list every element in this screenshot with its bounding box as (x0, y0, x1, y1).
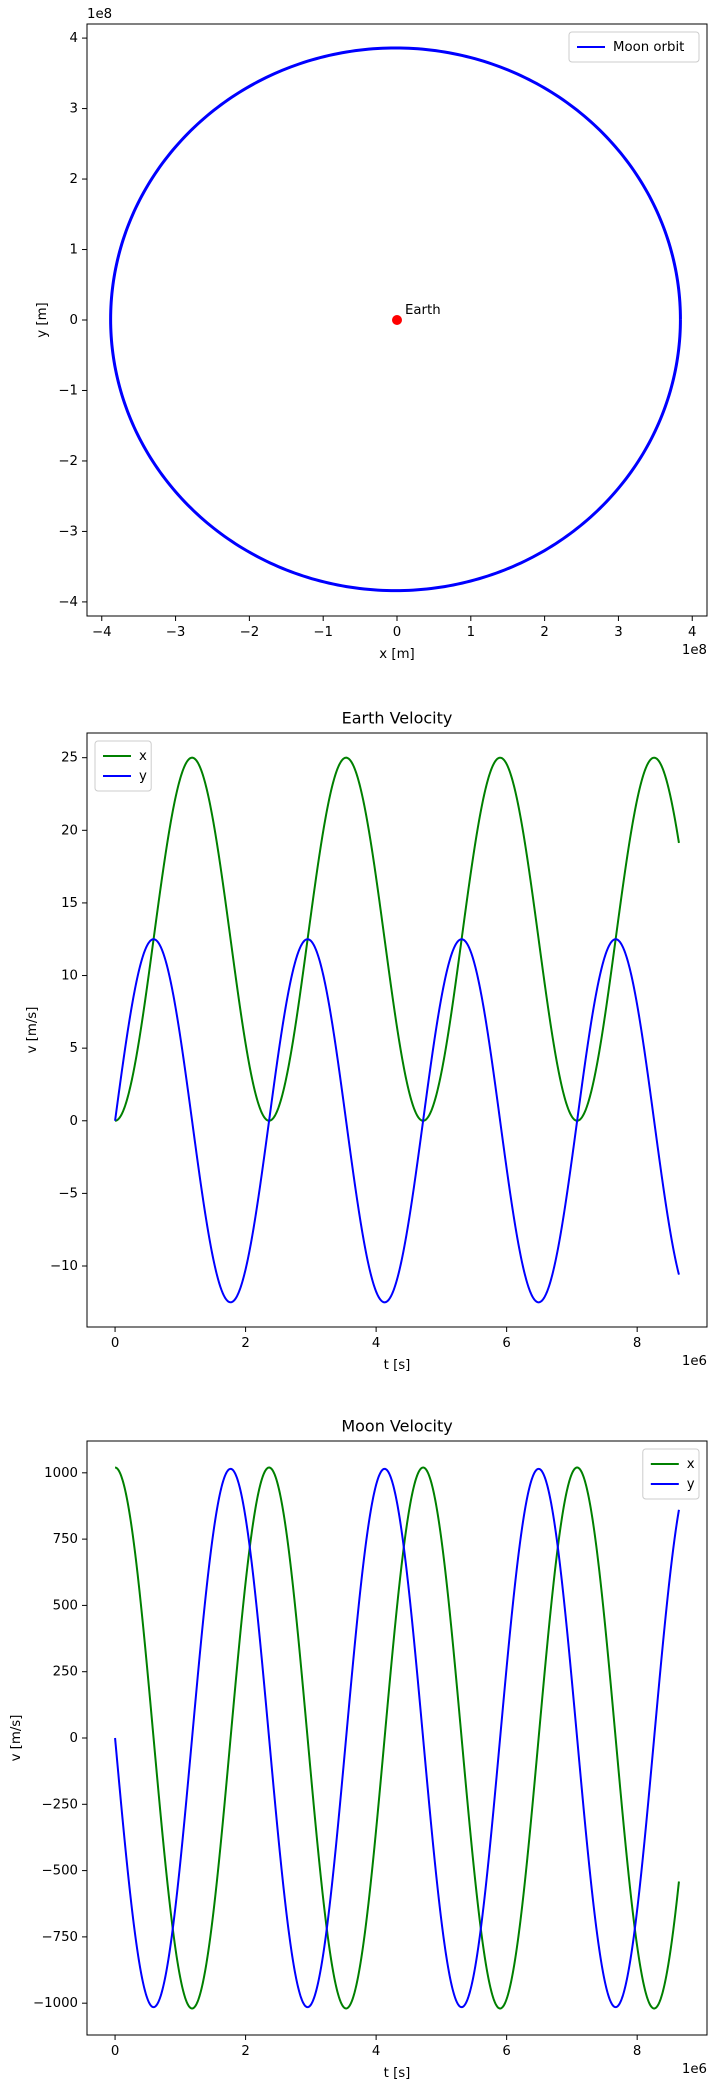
y-tick-label: 1 (70, 243, 78, 258)
legend-box (94, 740, 152, 792)
y-tick-label: 15 (61, 896, 78, 911)
legend-label: y (139, 769, 147, 784)
legend: Moon orbit (568, 31, 700, 63)
y-tick-label: 0 (70, 1114, 78, 1129)
y-tick-label: −5 (58, 1186, 78, 1201)
x-tick-label: 0 (111, 1336, 119, 1351)
y-offset-label: 1e8 (87, 7, 112, 22)
earth-velocity-chart: 0 2 4 6 8 −10 −5 0 5 10 15 20 25 t [s] v [m/s] 1e6 Earth… (25, 709, 708, 1373)
y-tick-label: 250 (53, 1665, 78, 1680)
y-tick-label: −10 (50, 1259, 78, 1274)
y-tick-label: −2 (58, 454, 78, 469)
y-tick-label: −500 (41, 1864, 78, 1879)
plot-area (114, 1466, 680, 2010)
x-offset-label: 1e6 (682, 2062, 707, 2077)
axes-frame (86, 1440, 708, 2036)
x-offset-label: 1e8 (682, 643, 707, 658)
x-tick-label: 4 (688, 625, 696, 640)
x-tick-label: 4 (372, 2044, 380, 2059)
x-tick-label: 0 (111, 2044, 119, 2059)
x-offset-label: 1e6 (682, 1354, 707, 1369)
x-tick-label: 1 (467, 625, 475, 640)
legend-label: Moon orbit (613, 40, 684, 55)
x-tick-label: 0 (393, 625, 401, 640)
y-tick-label: −1000 (33, 1996, 78, 2011)
x-tick-label: 8 (633, 2044, 641, 2059)
series-line-x (114, 756, 680, 1122)
plot-area (114, 756, 680, 1304)
series-line-x (114, 1466, 680, 2010)
y-tick-label: 750 (53, 1532, 78, 1547)
y-tick-label: −4 (58, 595, 78, 610)
y-tick-label: 3 (70, 102, 78, 117)
y-tick-label: 0 (70, 313, 78, 328)
x-axis-label: t [s] (384, 1358, 411, 1373)
y-axis-label: v [m/s] (9, 1715, 24, 1762)
legend: xy (94, 740, 152, 792)
x-tick-label: 8 (633, 1336, 641, 1351)
legend-box (642, 1448, 700, 1500)
y-tick-label: −250 (41, 1797, 78, 1812)
y-tick-label: −750 (41, 1930, 78, 1945)
y-tick-label: 5 (70, 1041, 78, 1056)
x-axis-label: x [m] (379, 647, 414, 662)
orbit-chart: Earth −4 −3 −2 −1 0 1 2 3 4 −4 −3 −2 −1 0 1 2 3 4 x [m] y [m… (35, 7, 708, 662)
legend-label: y (687, 1477, 695, 1492)
axes-frame (86, 732, 708, 1328)
x-tick-label: −3 (166, 625, 186, 640)
y-tick-label: 20 (61, 823, 78, 838)
y-axis-label: v [m/s] (25, 1007, 40, 1054)
legend-label: x (139, 749, 147, 764)
x-tick-label: 2 (241, 1336, 249, 1351)
x-tick-label: 2 (540, 625, 548, 640)
y-axis-label: y [m] (35, 302, 50, 337)
x-tick-label: 3 (614, 625, 622, 640)
x-tick-label: 2 (241, 2044, 249, 2059)
chart-title: Earth Velocity (342, 709, 453, 728)
legend-box (568, 31, 700, 63)
y-tick-label: 25 (61, 751, 78, 766)
x-tick-label: 6 (502, 2044, 510, 2059)
y-tick-label: 2 (70, 172, 78, 187)
x-tick-label: 4 (372, 1336, 380, 1351)
earth-marker (392, 315, 402, 325)
earth-label: Earth (405, 303, 441, 318)
plot-area (109, 46, 682, 593)
x-tick-label: −1 (313, 625, 333, 640)
x-tick-label: −4 (92, 625, 112, 640)
x-tick-label: −2 (240, 625, 260, 640)
moon-velocity-chart: 0 2 4 6 8 −1000 −750 −500 −250 0 250 500 750 1000 t [s… (9, 1417, 708, 2080)
y-tick-label: 1000 (44, 1466, 78, 1481)
y-tick-label: 10 (61, 969, 78, 984)
series-line-y (114, 1467, 680, 2009)
y-tick-label: 4 (70, 31, 78, 46)
y-tick-label: 0 (70, 1731, 78, 1746)
legend-label: x (687, 1457, 695, 1472)
series-line-moon-orbit (109, 46, 682, 593)
x-tick-label: 6 (502, 1336, 510, 1351)
y-tick-label: −1 (58, 383, 78, 398)
series-line-y (114, 938, 680, 1304)
x-axis-label: t [s] (384, 2066, 411, 2080)
legend: xy (642, 1448, 700, 1500)
y-tick-label: −3 (58, 524, 78, 539)
y-tick-label: 500 (53, 1598, 78, 1613)
chart-title: Moon Velocity (341, 1417, 452, 1436)
